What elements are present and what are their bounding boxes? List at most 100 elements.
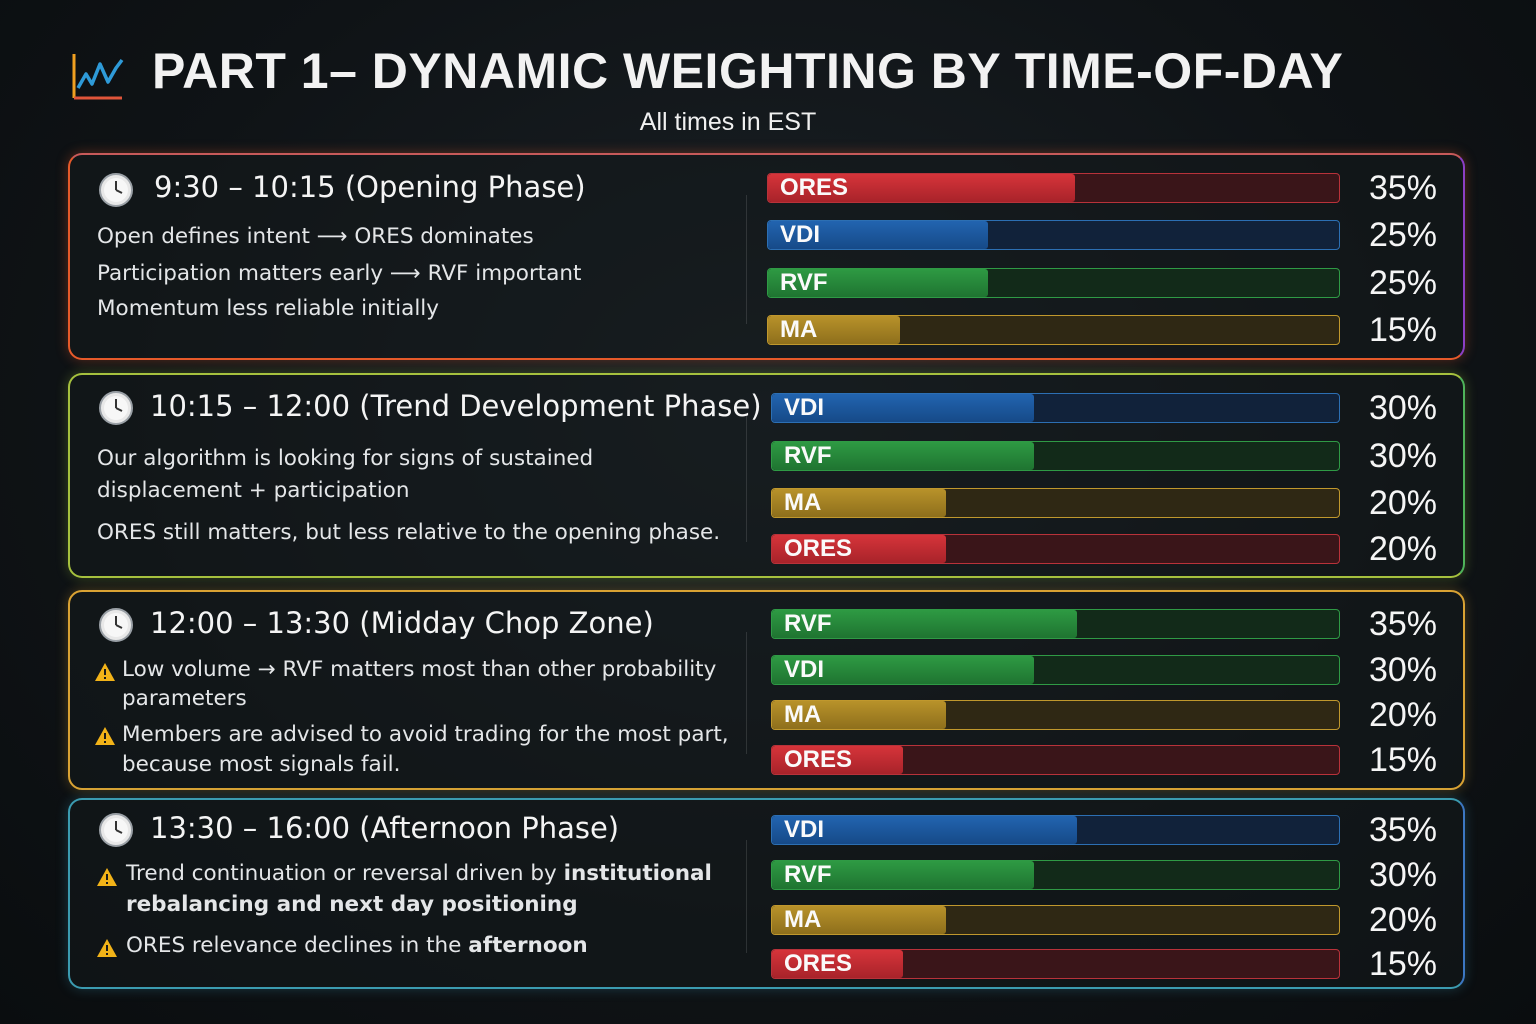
bar-fill [772,610,1078,638]
weight-percent: 15% [1368,945,1438,983]
bar-fill [772,861,1034,889]
phase-desc-line: Trend continuation or reversal driven by… [126,859,712,889]
weight-percent: 30% [1368,389,1438,427]
weight-percent: 20% [1368,696,1438,734]
clock-icon [99,813,133,847]
weight-percent: 35% [1368,811,1438,849]
weight-percent: 15% [1368,311,1438,349]
bar-label: VDI [780,221,821,248]
weight-percent: 20% [1368,484,1438,522]
phase-desc-line: Momentum less reliable initially [97,296,439,321]
weight-percent: 30% [1368,651,1438,689]
bar-fill [772,535,947,563]
weight-bar-ores: ORES [767,173,1340,203]
bar-fill [772,394,1034,422]
weight-bar-rvf: RVF [771,441,1340,471]
phase-desc-line: ORES relevance declines in the afternoon [126,931,588,961]
card-divider [746,415,747,542]
bar-fill [772,906,947,934]
bar-fill [768,316,900,344]
weight-percent: 30% [1368,437,1438,475]
warning-icon [97,868,117,886]
page-title: PART 1– DYNAMIC WEIGHTING BY TIME-OF-DAY [152,43,1344,99]
phase-desc-line: rebalancing and next day positioning [126,892,578,917]
weight-percent: 20% [1368,530,1438,568]
weight-bar-rvf: RVF [767,268,1340,298]
bar-label: RVF [784,442,832,469]
weight-percent: 25% [1368,216,1438,254]
warning-icon [97,939,117,957]
bar-label: VDI [784,656,825,683]
phase-desc-line: Members are advised to avoid trading for… [122,722,729,747]
bar-fill [772,442,1034,470]
weight-bar-ma: MA [771,488,1340,518]
phase-title: 9:30 – 10:15 (Opening Phase) [154,170,586,204]
weight-percent: 35% [1368,605,1438,643]
weight-percent: 35% [1368,169,1438,207]
clock-icon [99,391,133,425]
phase-desc-bold: afternoon [468,933,588,958]
bar-label: MA [780,316,818,343]
weight-bar-ores: ORES [771,949,1340,979]
bar-fill [772,656,1034,684]
bar-fill [768,174,1076,202]
phase-desc-line: Our algorithm is looking for signs of su… [97,446,594,471]
phase-title: 10:15 – 12:00 (Trend Development Phase) [150,389,762,423]
phase-desc-line: Low volume → RVF matters most than other… [122,657,717,682]
phase-desc-text: ORES relevance declines in the [126,933,462,958]
bar-label: MA [784,906,822,933]
bar-label: VDI [784,394,825,421]
warning-icon [95,727,115,745]
weight-percent: 25% [1368,264,1438,302]
weight-percent: 15% [1368,741,1438,779]
phase-desc-line: Open defines intent ⟶ ORES dominates [97,224,534,249]
weight-bar-ores: ORES [771,745,1340,775]
bar-label: ORES [784,950,853,977]
weight-bar-ores: ORES [771,534,1340,564]
card-divider [746,195,747,324]
phase-desc-bold: institutional [563,861,712,886]
bar-label: MA [784,489,822,516]
bar-fill [772,489,947,517]
weight-percent: 20% [1368,901,1438,939]
chart-logo-icon [72,54,124,100]
clock-icon [99,608,133,642]
card-divider [746,632,747,754]
phase-title: 12:00 – 13:30 (Midday Chop Zone) [150,606,654,640]
bar-fill [772,701,947,729]
phase-title: 13:30 – 16:00 (Afternoon Phase) [150,811,620,845]
phase-desc-line: displacement + participation [97,478,410,503]
bar-label: RVF [784,861,832,888]
bar-fill [768,221,988,249]
warning-icon [95,663,115,681]
bar-fill [772,950,903,978]
bar-fill [772,746,903,774]
bar-label: ORES [784,535,853,562]
weight-bar-rvf: RVF [771,860,1340,890]
bar-fill [768,269,988,297]
weight-percent: 30% [1368,856,1438,894]
phase-desc-line: parameters [122,686,247,711]
bar-fill [772,816,1078,844]
weight-bar-vdi: VDI [771,655,1340,685]
clock-icon [99,173,133,207]
page-subtitle: All times in EST [639,108,817,136]
bar-label: VDI [784,816,825,843]
bar-label: RVF [784,610,832,637]
weight-bar-vdi: VDI [771,815,1340,845]
weight-bar-rvf: RVF [771,609,1340,639]
weight-bar-ma: MA [771,700,1340,730]
bar-label: RVF [780,269,828,296]
weight-bar-vdi: VDI [771,393,1340,423]
bar-label: ORES [784,746,853,773]
weight-bar-vdi: VDI [767,220,1340,250]
phase-card-afternoon: 13:30 – 16:00 (Afternoon Phase) Trend co… [68,798,1465,989]
weight-bar-ma: MA [771,905,1340,935]
phase-card-opening: 9:30 – 10:15 (Opening Phase) Open define… [68,153,1465,360]
phase-card-trend-development: 10:15 – 12:00 (Trend Development Phase) … [68,373,1465,578]
weight-bar-ma: MA [767,315,1340,345]
phase-desc-line: Participation matters early ⟶ RVF import… [97,261,582,286]
phase-desc-line: ORES still matters, but less relative to… [97,520,721,545]
phase-card-midday-chop: 12:00 – 13:30 (Midday Chop Zone) Low vol… [68,590,1465,790]
card-divider [746,840,747,953]
